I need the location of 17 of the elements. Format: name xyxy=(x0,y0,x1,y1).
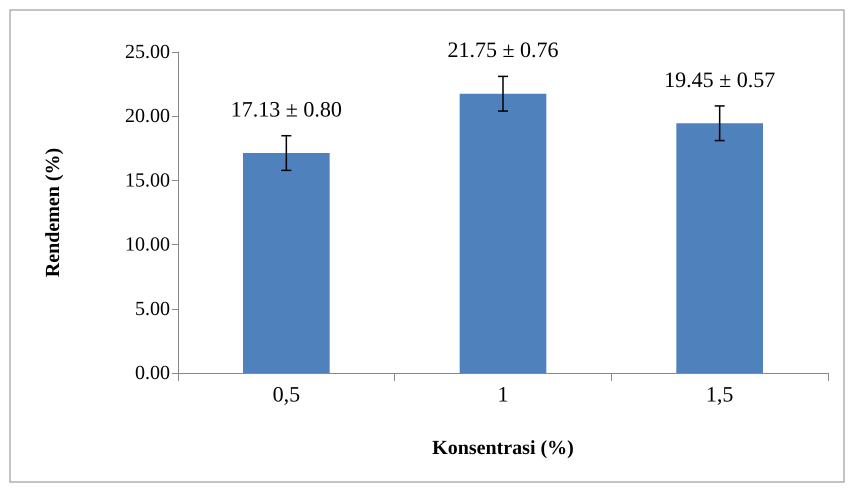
y-tick-label: 15.00 xyxy=(125,169,170,192)
x-tick-label: 1 xyxy=(498,382,508,406)
data-label: 21.75 ± 0.76 xyxy=(447,37,559,62)
bar xyxy=(460,94,546,373)
bar xyxy=(243,153,330,373)
x-tick-label: 0,5 xyxy=(272,382,300,406)
data-label: 19.45 ± 0.57 xyxy=(664,66,776,92)
bar xyxy=(676,123,763,373)
y-tick-label: 10.00 xyxy=(125,234,170,256)
y-tick-label: 5.00 xyxy=(135,298,170,320)
y-tick-label: 0.00 xyxy=(135,362,170,384)
x-tick-label: 1,5 xyxy=(706,382,734,406)
x-axis-title: Konsentrasi (%) xyxy=(432,437,574,459)
y-tick-label: 20.00 xyxy=(125,105,170,128)
y-axis-title: Rendemen (%) xyxy=(42,148,64,278)
data-label: 17.13 ± 0.80 xyxy=(230,96,342,122)
y-tick-label: 25.00 xyxy=(125,41,170,63)
